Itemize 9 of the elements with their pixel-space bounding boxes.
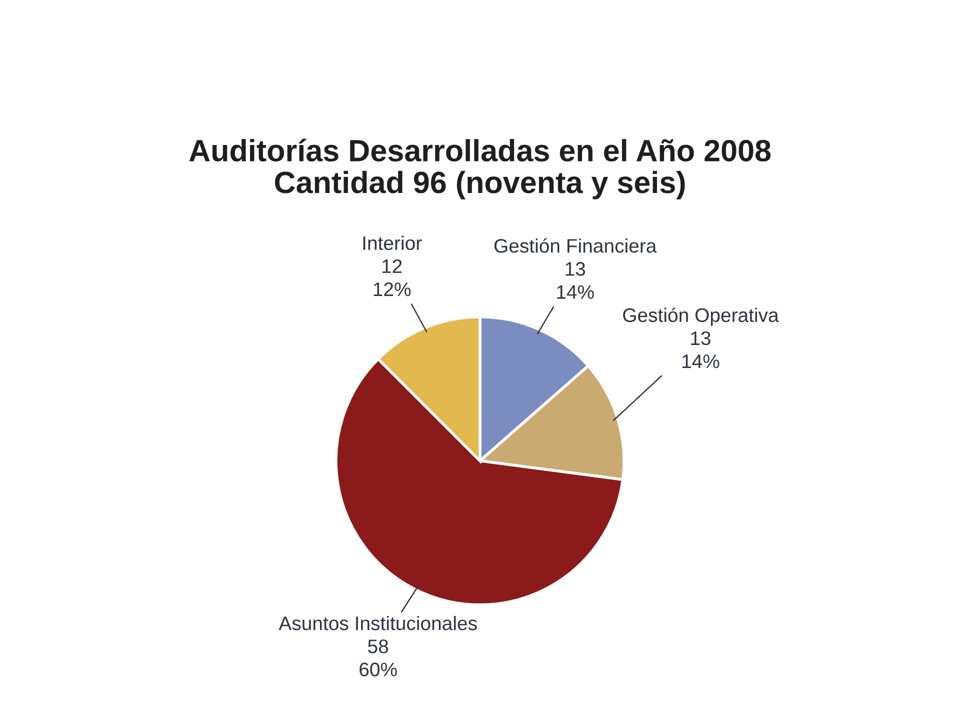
- slice-label: Gestión Financiera: [494, 238, 657, 253]
- slice-label: Asuntos Institucionales: [278, 616, 477, 630]
- data-label: 13 14%: [557, 262, 594, 299]
- data-label: 12 12%: [374, 259, 411, 296]
- slice-label: Interior: [363, 236, 422, 250]
- data-label: 58 60%: [360, 640, 397, 676]
- chart-title: Auditorías Desarrolladas en el Año 2008 Cantidad 96 (noventa y seis): [189, 138, 771, 200]
- data-label: 13 14%: [682, 331, 720, 368]
- slice-label: Gestión Operativa: [623, 308, 779, 326]
